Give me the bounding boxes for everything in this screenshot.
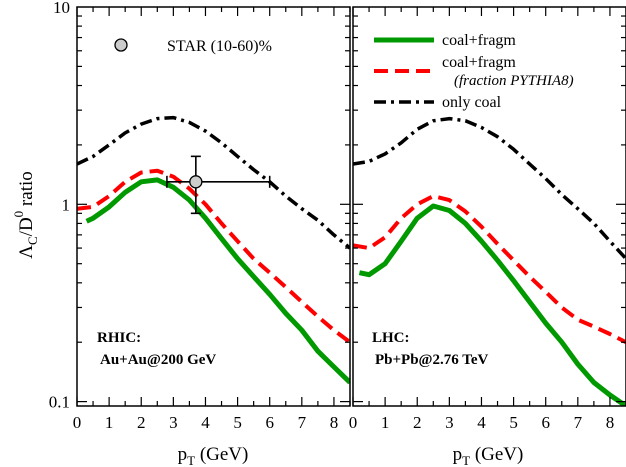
x-tick-label: 1 [381,413,390,432]
x-tick-label: 5 [509,413,518,432]
y-tick-labels: 0.1 1 10 [49,0,70,412]
series-coal_fragm_pythia-line [77,168,350,344]
panel-label-lhc-2: Pb+Pb@2.76 TeV [375,352,489,368]
x-tick-label: 0 [73,413,82,432]
x-tick-label: 5 [233,413,242,432]
x-tick-label: 6 [541,413,550,432]
series-coal_fragm-line [85,177,350,385]
x-tick-label: 4 [477,413,486,432]
series-group-0 [77,115,350,385]
panel-label-lhc-1: LHC: [372,330,410,346]
y-axis-label: ΛC/D0 ratio [11,171,40,259]
x-tick-label: 7 [574,413,583,432]
legend-star-text: STAR (10-60)% [167,38,272,55]
series-group-1 [353,116,626,406]
x-tick-label: 3 [445,413,454,432]
x-tick-label: 2 [137,413,146,432]
data-point-star [166,155,271,215]
x-tick-label: 8 [606,413,615,432]
series-coal_fragm-line [358,203,626,406]
text-layer: ΛC/D0 ratio pT (GeV) pT (GeV) STAR (10-6… [11,32,574,467]
x-axis-label-left: pT (GeV) [178,444,249,467]
x-tick-label: 3 [169,413,178,432]
x-axis-label-right: pT (GeV) [453,444,524,467]
x-tick-label: 6 [265,413,274,432]
x-tick-label: 1 [105,413,114,432]
x-tick-label: 8 [330,413,339,432]
data-point-marker [189,175,203,189]
x-tick-label: 4 [201,413,210,432]
plot-frame-0 [76,6,351,407]
legend-coal-fragm-pythia-text2: (fraction PYTHIA8) [454,73,574,89]
y-tick-label: 1 [62,195,71,214]
plot-frame-1 [352,6,626,407]
y-tick-label: 10 [53,0,70,17]
x-tick-label: 2 [413,413,422,432]
series-only_coal-line [353,116,626,260]
legend-star-marker [114,38,128,52]
y-tick-label: 0.1 [49,393,70,412]
series-coal_fragm_pythia-line [353,194,626,344]
panel-0: 0 1 2 3 4 5 6 7 8 [73,6,351,432]
legend-right: coal+fragm coal+fragm (fraction PYTHIA8)… [374,32,574,111]
legend-only-coal-text: only coal [442,94,502,111]
series-only_coal-line [77,115,350,250]
panel-label-rhic-1: RHIC: [97,330,141,346]
panel-1: 0 1 2 3 4 5 6 7 8 [349,6,626,432]
panel-label-rhic-2: Au+Au@200 GeV [100,352,216,368]
legend-coal-fragm-text: coal+fragm [442,32,516,49]
legend-coal-fragm-pythia-text: coal+fragm [442,54,516,71]
legend-star: STAR (10-60)% [114,38,272,55]
x-tick-label: 0 [349,413,358,432]
x-tick-label: 7 [298,413,307,432]
